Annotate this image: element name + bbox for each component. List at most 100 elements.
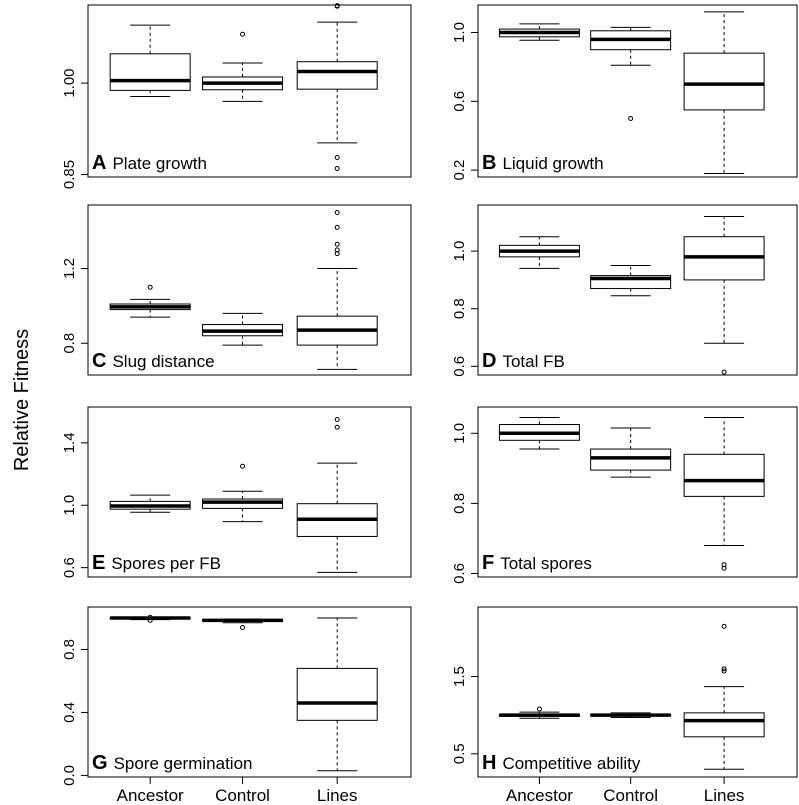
box-ancestor — [498, 23, 580, 41]
x-axis: Ancestor Control Lines — [117, 776, 358, 805]
panel-letter: G — [92, 752, 108, 774]
y-tick-label: 0.0 — [61, 765, 78, 786]
y-tick-label: 0.8 — [451, 493, 468, 514]
outlier-point — [334, 165, 340, 171]
panel-letter: C — [92, 350, 106, 372]
outlier-point — [721, 562, 727, 568]
box-ancestor — [109, 284, 191, 318]
plot-frame — [87, 4, 412, 178]
y-tick-label: 0.2 — [451, 160, 468, 181]
panel-letter: B — [482, 152, 496, 174]
box-lines — [296, 209, 378, 370]
box-lines — [683, 216, 765, 375]
outlier-point — [334, 247, 340, 253]
panel-letter: E — [92, 552, 105, 574]
panel-name: Spores per FB — [111, 554, 221, 573]
panel-label: G Spore germination — [92, 752, 252, 774]
plot-frame — [87, 406, 412, 578]
box-control — [590, 265, 672, 297]
plot-frame — [87, 204, 412, 376]
panel-name: Total spores — [500, 554, 592, 573]
box-lines — [683, 11, 765, 175]
y-tick-label: 1.0 — [451, 22, 468, 43]
x-tick-label: Control — [603, 786, 658, 805]
y-tick-label: 0.5 — [451, 743, 468, 764]
box-control — [202, 618, 284, 630]
panel-name: Total FB — [502, 352, 564, 371]
box-ancestor — [109, 24, 191, 97]
box-iqr — [296, 61, 378, 90]
panel-label: E Spores per FB — [92, 552, 221, 574]
y-tick-label: 1.0 — [61, 495, 78, 516]
panel-letter: F — [482, 552, 494, 574]
outlier-point — [721, 623, 727, 629]
outlier-point — [721, 668, 727, 674]
x-tick-label: Control — [215, 786, 270, 805]
panel-label: H Competitive ability — [482, 752, 641, 774]
y-tick-label: 0.85 — [61, 160, 78, 189]
box-ancestor — [109, 614, 191, 623]
box-ancestor — [109, 494, 191, 513]
x-tick-label: Ancestor — [506, 786, 573, 805]
box-iqr — [590, 448, 672, 471]
panel-label: D Total FB — [482, 350, 565, 372]
plot-frame — [477, 4, 798, 178]
box-iqr — [109, 53, 191, 91]
panel-name: Competitive ability — [502, 754, 640, 773]
y-tick-label: 1.2 — [61, 258, 78, 279]
panel-d: 0.6 0.8 1.0 D Total FB — [451, 204, 798, 377]
x-axis: Ancestor Control Lines — [506, 776, 744, 805]
outlier-point — [334, 154, 340, 160]
x-tick-label: Ancestor — [117, 786, 184, 805]
y-tick-label: 0.6 — [451, 91, 468, 112]
outlier-point — [240, 31, 246, 37]
outlier-point — [721, 666, 727, 672]
panel-label: A Plate growth — [92, 152, 207, 174]
y-tick-label: 1.00 — [61, 68, 78, 97]
outlier-point — [334, 424, 340, 430]
box-control — [590, 712, 672, 718]
box-ancestor — [498, 706, 580, 719]
outlier-point — [536, 706, 542, 712]
outlier-point — [147, 617, 153, 623]
box-control — [202, 31, 284, 102]
panel-label: C Slug distance — [92, 350, 215, 372]
panel-letter: D — [482, 350, 496, 372]
panels: 0.85 1.00 A Plate growth 0.2 0.6 1.0 B Liquid gr… — [61, 3, 798, 805]
outlier-point — [334, 209, 340, 215]
y-tick-label: 0.6 — [451, 356, 468, 377]
panel-name: Spore germination — [114, 754, 253, 773]
box-lines — [296, 617, 378, 772]
panel-a: 0.85 1.00 A Plate growth — [61, 3, 412, 189]
y-tick-label: 0.6 — [451, 563, 468, 584]
panel-f: 0.6 0.8 1.0 F Total spores — [451, 406, 798, 584]
box-control — [202, 312, 284, 346]
outlier-point — [240, 624, 246, 630]
panel-name: Liquid growth — [502, 154, 603, 173]
outlier-point — [240, 463, 246, 469]
box-iqr — [683, 712, 765, 738]
box-control — [202, 463, 284, 523]
box-lines — [683, 417, 765, 571]
outlier-point — [334, 241, 340, 247]
outlier-point — [628, 116, 634, 122]
y-tick-label: 1.0 — [451, 241, 468, 262]
y-tick-label: 0.6 — [61, 557, 78, 578]
y-tick-label: 1.4 — [61, 432, 78, 453]
panel-label: B Liquid growth — [482, 152, 604, 174]
y-tick-label: 1.0 — [451, 423, 468, 444]
box-ancestor — [498, 417, 580, 450]
outlier-point — [147, 614, 153, 620]
plot-frame — [477, 406, 798, 578]
box-lines — [683, 623, 765, 770]
outlier-point — [334, 416, 340, 422]
plot-frame — [477, 606, 798, 778]
y-axis-label: Relative Fitness — [11, 329, 33, 471]
box-control — [590, 427, 672, 478]
box-iqr — [683, 52, 765, 111]
outlier-point — [147, 284, 153, 290]
panel-label: F Total spores — [482, 552, 592, 574]
y-tick-label: 0.8 — [451, 298, 468, 319]
box-iqr — [683, 453, 765, 497]
plot-frame — [477, 204, 798, 376]
